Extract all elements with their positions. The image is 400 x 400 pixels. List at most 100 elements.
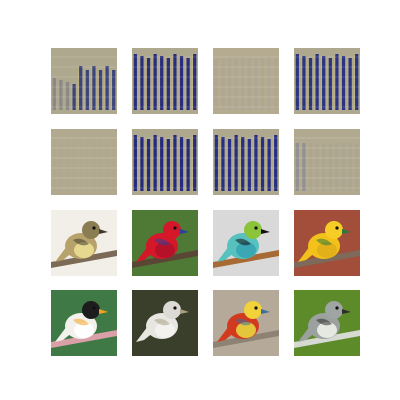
noise-stripe bbox=[328, 58, 332, 110]
noise-stripe bbox=[186, 58, 190, 110]
noise-band bbox=[294, 157, 360, 159]
bird-beak bbox=[180, 309, 189, 314]
bird-head bbox=[163, 301, 181, 319]
noise-band bbox=[213, 167, 279, 169]
noise-band bbox=[51, 137, 117, 139]
bird-wing bbox=[316, 238, 332, 246]
noise-stripe bbox=[173, 135, 177, 191]
noise-stripe bbox=[186, 139, 190, 191]
perch-branch bbox=[294, 250, 360, 268]
noise-stripe-edge bbox=[97, 70, 99, 110]
noise-tile-8 bbox=[294, 129, 360, 195]
noise-stripe bbox=[308, 58, 313, 110]
noise-stripe-edge bbox=[104, 66, 106, 110]
generated-noise-image bbox=[213, 48, 279, 114]
bird-eye bbox=[254, 306, 258, 310]
bird-belly bbox=[74, 322, 94, 338]
perch-branch bbox=[213, 250, 279, 268]
bird-photo bbox=[132, 210, 198, 276]
noise-band bbox=[213, 96, 279, 98]
generated-noise-image bbox=[294, 48, 360, 114]
noise-stripe bbox=[92, 66, 96, 110]
bird-head bbox=[325, 221, 343, 239]
generated-noise-image bbox=[132, 129, 198, 195]
noise-stripe bbox=[355, 54, 359, 110]
noise-band bbox=[132, 76, 198, 78]
noise-band bbox=[132, 106, 198, 108]
noise-tile-6 bbox=[132, 129, 198, 195]
noise-band bbox=[132, 147, 198, 149]
tile-background bbox=[51, 129, 117, 195]
perch-branch bbox=[213, 330, 279, 348]
noise-stripe bbox=[98, 139, 103, 191]
bird-eye bbox=[173, 306, 177, 310]
noise-stripe bbox=[322, 56, 326, 110]
noise-stripe-edge bbox=[233, 135, 235, 191]
noise-stripe-edge bbox=[91, 66, 93, 110]
noise-stripe bbox=[133, 54, 137, 110]
noise-tile-7 bbox=[213, 129, 279, 195]
perch-branch bbox=[132, 250, 198, 268]
bird-caique bbox=[51, 290, 117, 356]
noise-band bbox=[51, 187, 117, 189]
noise-band bbox=[294, 147, 360, 149]
noise-stripe bbox=[79, 66, 83, 110]
noise-stripe-edge bbox=[192, 135, 194, 191]
noise-band bbox=[213, 137, 279, 139]
noise-stripe bbox=[98, 70, 103, 110]
noise-stripe bbox=[133, 135, 137, 191]
noise-stripe-edge bbox=[294, 54, 296, 110]
noise-stripe-edge bbox=[334, 54, 336, 110]
noise-stripe-edge bbox=[253, 135, 255, 191]
noise-stripe bbox=[234, 58, 238, 110]
noise-stripe bbox=[112, 139, 116, 191]
noise-stripe-edge bbox=[266, 139, 268, 191]
noise-stripe bbox=[241, 137, 245, 191]
noise-band bbox=[294, 187, 360, 189]
noise-stripe bbox=[173, 54, 177, 110]
bird-photo bbox=[51, 210, 117, 276]
generated-noise-image bbox=[51, 129, 117, 195]
bird-beak bbox=[99, 229, 108, 234]
noise-stripe-edge bbox=[347, 58, 349, 110]
bird-photo bbox=[294, 290, 360, 356]
bird-wing bbox=[154, 238, 170, 246]
noise-stripe bbox=[153, 135, 157, 191]
bird-beak bbox=[99, 309, 108, 314]
noise-stripe-edge bbox=[213, 135, 215, 191]
noise-stripe-edge bbox=[178, 137, 180, 191]
noise-stripe-edge bbox=[226, 139, 228, 191]
noise-stripe bbox=[341, 143, 346, 191]
bird-red-lory bbox=[132, 210, 198, 276]
bird-tail bbox=[55, 326, 73, 342]
noise-stripe-edge bbox=[145, 139, 147, 191]
tile-background bbox=[213, 48, 279, 114]
noise-stripe-edge bbox=[273, 135, 275, 191]
noise-band bbox=[294, 56, 360, 58]
noise-stripe bbox=[247, 139, 251, 191]
bird-eye bbox=[92, 226, 96, 230]
noise-stripe bbox=[52, 78, 56, 110]
noise-band bbox=[132, 137, 198, 139]
noise-stripe bbox=[92, 139, 96, 191]
noise-stripe bbox=[274, 135, 278, 191]
noise-stripe bbox=[322, 143, 326, 191]
noise-stripe-edge bbox=[259, 137, 261, 191]
bird-belly bbox=[155, 242, 175, 258]
noise-band bbox=[51, 177, 117, 179]
noise-stripe bbox=[153, 54, 157, 110]
bird-beak bbox=[261, 309, 270, 314]
noise-stripe bbox=[355, 143, 359, 191]
bird-golden-pheasant bbox=[213, 290, 279, 356]
noise-tile-5 bbox=[51, 129, 117, 195]
noise-stripe bbox=[227, 58, 232, 110]
noise-stripe bbox=[267, 58, 271, 110]
noise-stripe bbox=[166, 58, 170, 110]
noise-band bbox=[213, 187, 279, 189]
noise-tile-2 bbox=[132, 48, 198, 114]
noise-stripe bbox=[85, 70, 89, 110]
noise-stripe bbox=[214, 58, 218, 110]
noise-band bbox=[51, 76, 117, 78]
noise-stripe-edge bbox=[321, 56, 323, 110]
